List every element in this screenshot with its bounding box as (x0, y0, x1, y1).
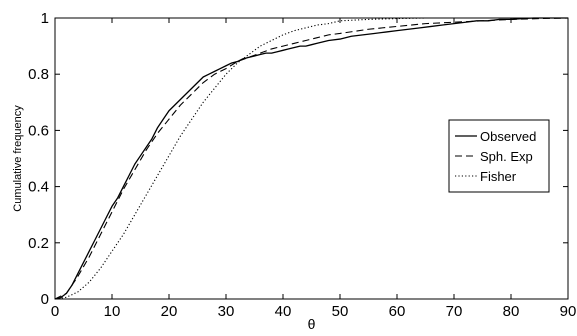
legend-label: Fisher (480, 169, 517, 184)
x-tick-label: 40 (275, 303, 292, 320)
y-tick-label: 0 (41, 291, 49, 308)
x-tick-label: 20 (161, 303, 178, 320)
x-tick-label: 90 (560, 303, 577, 320)
legend: Observed Sph. Exp Fisher (448, 119, 550, 193)
x-tick-label: 60 (389, 303, 406, 320)
legend-label: Sph. Exp (480, 149, 533, 164)
x-tick-label: 80 (503, 303, 520, 320)
x-tick-label: 10 (104, 303, 121, 320)
series-layer (54, 17, 569, 300)
y-axis-label: Cumulative frequency (12, 105, 24, 212)
axes-layer: 0 10 20 30 40 50 60 70 80 90 0 0.2 0.4 0.6 0.8 1 (28, 10, 576, 320)
axes-frame (54, 17, 569, 300)
series-line-sph-exp (54, 17, 569, 300)
y-tick-label: 0.2 (28, 235, 49, 252)
x-tick-label: 30 (218, 303, 235, 320)
x-tick-label: 70 (446, 303, 463, 320)
y-tick-label: 0.6 (28, 122, 49, 139)
x-tick-label: 0 (51, 303, 59, 320)
x-axis-label: θ (308, 316, 316, 331)
y-tick-label: 0.8 (28, 66, 49, 83)
series-line-observed (54, 17, 568, 300)
x-tick-label: 50 (332, 303, 349, 320)
legend-box (448, 119, 550, 193)
legend-label: Observed (480, 129, 536, 144)
y-tick-label: 0.4 (28, 179, 49, 196)
y-tick-label: 1 (41, 10, 49, 27)
